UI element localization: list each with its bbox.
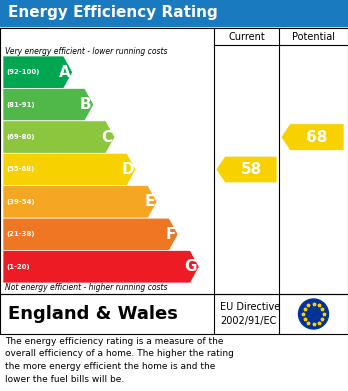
Polygon shape: [3, 121, 115, 153]
Text: Current: Current: [228, 32, 265, 41]
Polygon shape: [3, 186, 157, 218]
Bar: [0, 28, 348, 294]
Text: (21-38): (21-38): [6, 231, 34, 237]
Text: Energy Efficiency Rating: Energy Efficiency Rating: [8, 5, 218, 20]
Text: B: B: [80, 97, 92, 112]
Bar: [0, 0, 348, 26]
Text: Potential: Potential: [292, 32, 335, 41]
Text: 68: 68: [306, 129, 328, 145]
Text: (69-80): (69-80): [6, 134, 34, 140]
Polygon shape: [3, 153, 136, 186]
Text: A: A: [59, 65, 71, 80]
Text: E: E: [145, 194, 155, 210]
Polygon shape: [281, 124, 344, 151]
Text: F: F: [166, 227, 176, 242]
Bar: [0, 294, 348, 334]
Text: England & Wales: England & Wales: [8, 305, 178, 323]
Polygon shape: [3, 56, 73, 88]
Text: (55-68): (55-68): [6, 167, 34, 172]
Polygon shape: [216, 156, 277, 183]
Polygon shape: [3, 88, 94, 121]
Text: G: G: [185, 259, 197, 274]
Circle shape: [299, 299, 329, 329]
Text: (39-54): (39-54): [6, 199, 34, 205]
Text: (92-100): (92-100): [6, 69, 39, 75]
Text: EU Directive
2002/91/EC: EU Directive 2002/91/EC: [220, 302, 280, 326]
Polygon shape: [3, 251, 199, 283]
Polygon shape: [3, 218, 178, 251]
Text: 58: 58: [240, 162, 262, 177]
Text: (81-91): (81-91): [6, 102, 34, 108]
Text: The energy efficiency rating is a measure of the
overall efficiency of a home. T: The energy efficiency rating is a measur…: [5, 337, 234, 384]
Text: C: C: [102, 129, 113, 145]
Text: D: D: [121, 162, 134, 177]
Text: Very energy efficient - lower running costs: Very energy efficient - lower running co…: [5, 47, 167, 56]
Text: Not energy efficient - higher running costs: Not energy efficient - higher running co…: [5, 283, 167, 292]
Text: (1-20): (1-20): [6, 264, 30, 270]
